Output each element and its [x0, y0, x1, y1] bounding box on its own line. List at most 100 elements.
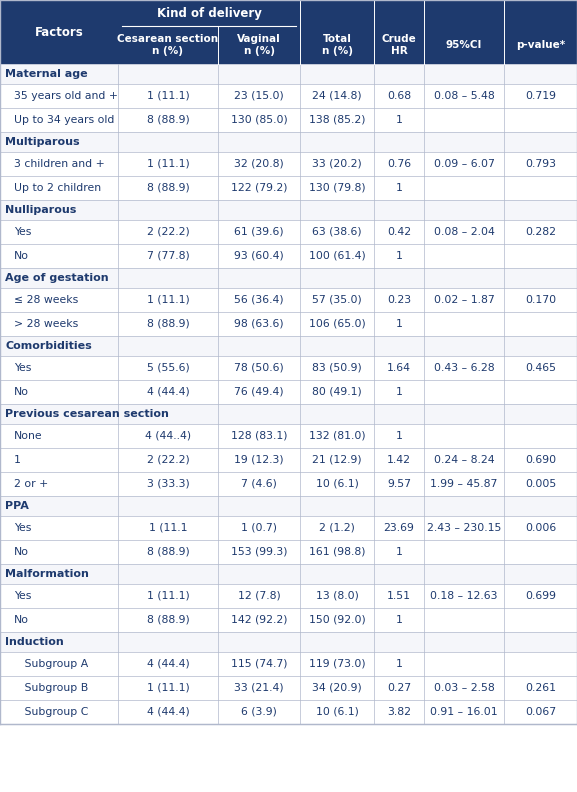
Text: 1 (11.1): 1 (11.1): [147, 91, 189, 101]
Text: 0.005: 0.005: [525, 479, 556, 489]
Text: Vaginal
n (%): Vaginal n (%): [237, 34, 281, 55]
Text: No: No: [14, 251, 29, 261]
Text: No: No: [14, 615, 29, 625]
Text: 8 (88.9): 8 (88.9): [147, 547, 189, 557]
Text: Yes: Yes: [14, 591, 31, 601]
Bar: [0, 220, 577, 244]
Bar: [0, 336, 577, 356]
Text: Crude
HR: Crude HR: [381, 34, 417, 55]
Text: Up to 34 years old: Up to 34 years old: [14, 115, 114, 125]
Text: 3 (33.3): 3 (33.3): [147, 479, 189, 489]
Text: 138 (85.2): 138 (85.2): [309, 115, 365, 125]
Text: 78 (50.6): 78 (50.6): [234, 363, 284, 373]
Text: Subgroup B: Subgroup B: [14, 683, 88, 693]
Text: Yes: Yes: [14, 523, 31, 533]
Text: 0.68: 0.68: [387, 91, 411, 101]
Text: 0.18 – 12.63: 0.18 – 12.63: [430, 591, 498, 601]
Text: 2 (22.2): 2 (22.2): [147, 227, 189, 237]
Bar: [0, 700, 577, 724]
Bar: [0, 496, 577, 516]
Text: 1: 1: [396, 659, 402, 669]
Bar: [0, 312, 577, 336]
Text: 1: 1: [396, 251, 402, 261]
Text: 32 (20.8): 32 (20.8): [234, 159, 284, 169]
Text: Yes: Yes: [14, 227, 31, 237]
Text: 0.43 – 6.28: 0.43 – 6.28: [434, 363, 494, 373]
Text: 0.03 – 2.58: 0.03 – 2.58: [434, 683, 494, 693]
Text: No: No: [14, 387, 29, 397]
Bar: [0, 268, 577, 288]
Text: None: None: [14, 431, 43, 441]
Bar: [0, 404, 577, 424]
Text: 0.170: 0.170: [525, 295, 556, 305]
Text: 0.42: 0.42: [387, 227, 411, 237]
Text: 4 (44.4): 4 (44.4): [147, 659, 189, 669]
Text: p-value*: p-value*: [516, 40, 565, 50]
Bar: [0, 424, 577, 448]
Text: 3 children and +: 3 children and +: [14, 159, 105, 169]
Text: Maternal age: Maternal age: [5, 69, 88, 79]
Text: > 28 weeks: > 28 weeks: [14, 319, 78, 329]
Bar: [0, 608, 577, 632]
Text: 10 (6.1): 10 (6.1): [316, 479, 358, 489]
Text: 35 years old and +: 35 years old and +: [14, 91, 118, 101]
Text: 0.261: 0.261: [525, 683, 556, 693]
Text: 4 (44.4): 4 (44.4): [147, 387, 189, 397]
Bar: [0, 448, 577, 472]
Text: 0.09 – 6.07: 0.09 – 6.07: [433, 159, 494, 169]
Text: 9.57: 9.57: [387, 479, 411, 489]
Bar: [0, 356, 577, 380]
Text: 8 (88.9): 8 (88.9): [147, 115, 189, 125]
Bar: [0, 84, 577, 108]
Text: 1 (11.1): 1 (11.1): [147, 295, 189, 305]
Bar: [0, 200, 577, 220]
Text: 8 (88.9): 8 (88.9): [147, 615, 189, 625]
Text: 150 (92.0): 150 (92.0): [309, 615, 365, 625]
Text: Comorbidities: Comorbidities: [5, 341, 92, 351]
Text: 132 (81.0): 132 (81.0): [309, 431, 365, 441]
Text: 7 (77.8): 7 (77.8): [147, 251, 189, 261]
Bar: [0, 0, 577, 64]
Text: 0.24 – 8.24: 0.24 – 8.24: [434, 455, 494, 465]
Text: 2.43 – 230.15: 2.43 – 230.15: [427, 523, 501, 533]
Text: Previous cesarean section: Previous cesarean section: [5, 409, 169, 419]
Text: 4 (44.4): 4 (44.4): [147, 707, 189, 717]
Bar: [0, 516, 577, 540]
Text: 119 (73.0): 119 (73.0): [309, 659, 365, 669]
Text: Kind of delivery: Kind of delivery: [156, 6, 261, 20]
Text: 80 (49.1): 80 (49.1): [312, 387, 362, 397]
Text: Nulliparous: Nulliparous: [5, 205, 76, 215]
Text: 33 (20.2): 33 (20.2): [312, 159, 362, 169]
Text: 1: 1: [396, 319, 402, 329]
Text: ≤ 28 weeks: ≤ 28 weeks: [14, 295, 78, 305]
Text: 63 (38.6): 63 (38.6): [312, 227, 362, 237]
Text: 1: 1: [396, 547, 402, 557]
Text: Total
n (%): Total n (%): [321, 34, 353, 55]
Text: 106 (65.0): 106 (65.0): [309, 319, 365, 329]
Text: 1 (0.7): 1 (0.7): [241, 523, 277, 533]
Text: 100 (61.4): 100 (61.4): [309, 251, 365, 261]
Bar: [0, 472, 577, 496]
Text: 1: 1: [396, 387, 402, 397]
Text: 12 (7.8): 12 (7.8): [238, 591, 280, 601]
Text: 6 (3.9): 6 (3.9): [241, 707, 277, 717]
Text: 3.82: 3.82: [387, 707, 411, 717]
Text: 1: 1: [396, 615, 402, 625]
Text: 1 (11.1): 1 (11.1): [147, 683, 189, 693]
Text: 57 (35.0): 57 (35.0): [312, 295, 362, 305]
Text: 1: 1: [396, 115, 402, 125]
Bar: [0, 64, 577, 84]
Text: 4 (44..4): 4 (44..4): [145, 431, 191, 441]
Text: 0.699: 0.699: [525, 591, 556, 601]
Text: 95%CI: 95%CI: [446, 40, 482, 50]
Bar: [0, 108, 577, 132]
Bar: [0, 380, 577, 404]
Text: 1: 1: [14, 455, 21, 465]
Text: 21 (12.9): 21 (12.9): [312, 455, 362, 465]
Text: 0.08 – 2.04: 0.08 – 2.04: [433, 227, 494, 237]
Text: 0.719: 0.719: [525, 91, 556, 101]
Text: 2 (1.2): 2 (1.2): [319, 523, 355, 533]
Text: 7 (4.6): 7 (4.6): [241, 479, 277, 489]
Bar: [0, 288, 577, 312]
Text: 2 or +: 2 or +: [14, 479, 48, 489]
